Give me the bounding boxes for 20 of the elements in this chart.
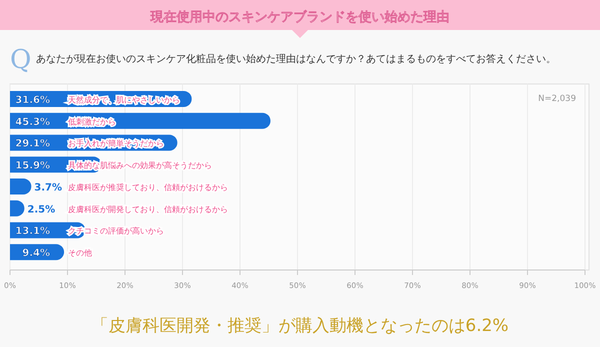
data-label: 29.1%: [15, 138, 50, 150]
y-tick-label: 低刺激だから: [68, 117, 116, 126]
y-tick-label: お手入れが簡単そうだから: [68, 139, 164, 148]
y-tick-label: その他: [68, 248, 92, 258]
data-label: 2.5%: [27, 204, 56, 216]
data-label: 45.3%: [15, 116, 50, 128]
y-tick-label: 皮膚科医が開発しており、信頼がおけるから: [68, 204, 228, 214]
data-label: 31.6%: [15, 94, 50, 106]
data-label: 9.4%: [22, 248, 50, 260]
chart-subtitle: あなたが現在お使いのスキンケア化粧品を使い始めた理由はなんですか？あてはまるものをすべてお答えください。: [36, 53, 556, 65]
annotation: N=2,039: [538, 94, 576, 104]
chart-title: 現在使用中のスキンケアブランドを使い始めた理由: [150, 9, 450, 25]
data-label: 3.7%: [34, 182, 62, 194]
y-tick-label: クチコミの評価が高いから: [68, 226, 164, 236]
y-tick-label: 皮膚科医が推奨しており、信頼がおけるから: [68, 182, 228, 192]
text: 「皮膚科医開発・推奨」が購入動機となったのは6.2%: [91, 316, 509, 336]
data-label: 15.9%: [15, 160, 50, 172]
y-tick-label: 天然成分で、肌にやさしいから: [68, 95, 180, 104]
text: Q: [10, 45, 32, 75]
data-label: 13.1%: [15, 226, 50, 238]
